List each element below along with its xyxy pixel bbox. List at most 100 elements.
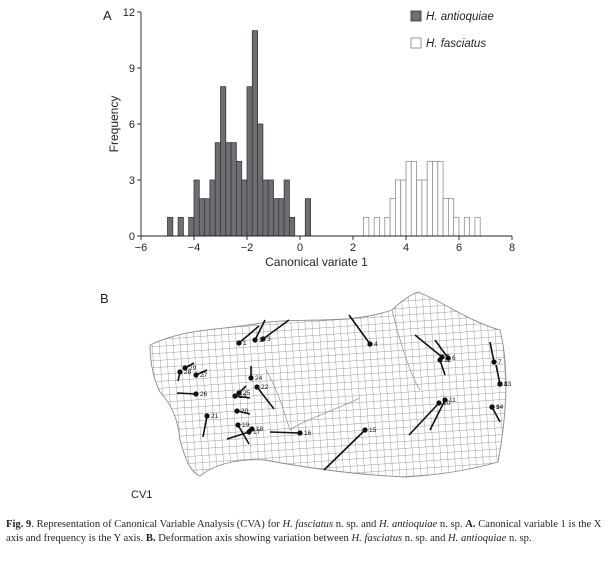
caption-text: n. sp. and bbox=[333, 519, 379, 530]
landmark-label: 24 bbox=[255, 375, 263, 382]
landmark-point bbox=[491, 359, 497, 365]
x-tick-label: 2 bbox=[350, 242, 356, 254]
landmark-label: 23 bbox=[239, 393, 247, 400]
histogram-bar bbox=[283, 179, 290, 237]
histogram-bar bbox=[246, 86, 253, 237]
histogram-chart: −6 −4 −2 0 2 4 6 8 0 3 6 9 12 Canonical variate 1 Freq… bbox=[107, 7, 515, 269]
landmark-vector bbox=[254, 319, 266, 341]
deformation-fold-line bbox=[265, 369, 361, 431]
landmark-label: 10 bbox=[443, 400, 451, 407]
landmark-vector bbox=[439, 359, 446, 376]
landmark-vector bbox=[434, 339, 449, 359]
landmark-label: 22 bbox=[261, 384, 269, 391]
landmark-point bbox=[252, 337, 258, 343]
caption-species: H. fasciatus bbox=[282, 519, 334, 530]
x-tick-label: 4 bbox=[403, 242, 409, 254]
landmark-label: 19 bbox=[242, 422, 250, 429]
y-tick-label: 0 bbox=[129, 231, 135, 243]
histogram-bar bbox=[474, 216, 481, 237]
landmark-vector bbox=[237, 424, 250, 445]
landmark-vector bbox=[489, 341, 495, 363]
caption-panel-a: A. bbox=[465, 519, 476, 530]
landmark-label: 11 bbox=[449, 397, 456, 404]
legend-swatch bbox=[410, 10, 422, 22]
deformation-grid-surface bbox=[149, 291, 507, 478]
landmark-label: 18 bbox=[256, 426, 264, 433]
caption-text: n. sp. bbox=[506, 532, 532, 544]
histogram-bar bbox=[410, 160, 417, 237]
histogram-bar bbox=[230, 142, 237, 237]
x-tick-label: 6 bbox=[456, 242, 462, 254]
y-tick-label: 3 bbox=[129, 175, 135, 187]
histogram-bar bbox=[241, 179, 248, 237]
landmark-label: 12 bbox=[444, 357, 452, 364]
landmark-point bbox=[232, 393, 238, 399]
landmark-point bbox=[362, 427, 368, 433]
x-tick-label: 0 bbox=[297, 242, 303, 254]
landmark-label: 6 bbox=[452, 355, 456, 362]
landmark-vector bbox=[495, 364, 501, 385]
histogram-bar bbox=[405, 160, 412, 237]
histogram-bar bbox=[363, 216, 370, 237]
landmark-label: 4 bbox=[374, 341, 378, 348]
caption-species: H. antioquiae bbox=[379, 519, 438, 530]
histogram-bar bbox=[373, 216, 380, 237]
histogram-bar bbox=[220, 86, 227, 237]
landmark-label: 15 bbox=[369, 427, 377, 434]
caption-text: n. sp. bbox=[437, 519, 466, 530]
caption-text: Canonical variable 1 is the X axis and f… bbox=[6, 519, 602, 544]
landmark-point bbox=[445, 355, 451, 361]
landmark-point bbox=[234, 408, 240, 414]
caption-species: H. fasciatus bbox=[351, 532, 403, 544]
histogram-bar bbox=[225, 142, 232, 237]
histogram-bar bbox=[209, 179, 216, 237]
histogram-bar bbox=[421, 179, 428, 237]
histogram-bar bbox=[394, 179, 402, 237]
landmark-label: 17 bbox=[253, 429, 261, 436]
landmark-point bbox=[236, 390, 242, 396]
landmark-label: 21 bbox=[211, 413, 219, 420]
landmark-point bbox=[193, 372, 199, 378]
landmark-vector bbox=[414, 334, 443, 358]
landmark-vector bbox=[176, 392, 197, 395]
histogram-bar bbox=[463, 216, 470, 237]
landmark-label: 29 bbox=[189, 365, 197, 372]
landmark-point bbox=[248, 375, 254, 381]
caption-text: n. sp. and bbox=[402, 532, 449, 544]
x-tick-label: 8 bbox=[509, 242, 515, 254]
landmark-vector bbox=[491, 406, 501, 423]
x-tick-label: −2 bbox=[241, 242, 254, 254]
landmark-label: 8 bbox=[504, 381, 508, 388]
x-tick-label: −6 bbox=[135, 242, 148, 254]
caption-panel-b: B. bbox=[145, 532, 156, 544]
histogram-bar bbox=[188, 216, 195, 237]
caption-species: H. antioquiae bbox=[448, 532, 507, 544]
panel-b-label: B bbox=[100, 291, 109, 306]
x-axis-label: Canonical variate 1 bbox=[265, 255, 368, 269]
histogram-bar bbox=[400, 179, 407, 237]
landmark-vector bbox=[202, 415, 208, 438]
y-tick-label: 6 bbox=[129, 119, 135, 131]
landmark-label: 14 bbox=[496, 404, 504, 411]
histogram-bar bbox=[204, 198, 211, 237]
y-tick-label: 12 bbox=[123, 7, 135, 19]
legend-label: H. fasciatus bbox=[426, 38, 486, 50]
deformation-grid-figure: 1234567891011121314151617181920212223242… bbox=[149, 291, 512, 478]
landmark-point bbox=[437, 357, 443, 363]
cv1-label: CV1 bbox=[131, 489, 153, 501]
histogram-bar bbox=[193, 179, 200, 237]
landmark-vector bbox=[323, 429, 366, 471]
landmark-point bbox=[249, 426, 255, 432]
histogram-legend: H. antioquiae H. fasciatus bbox=[410, 10, 494, 50]
landmark-label: 13 bbox=[504, 381, 512, 388]
histogram-bar bbox=[442, 198, 449, 237]
landmark-label: 9 bbox=[496, 404, 500, 411]
landmark-label: 20 bbox=[241, 408, 249, 415]
landmark-vector bbox=[348, 314, 371, 345]
histogram-bar bbox=[267, 179, 274, 237]
landmark-point bbox=[497, 381, 503, 387]
caption-fig-label: Fig. 9 bbox=[6, 519, 32, 530]
histogram-bar bbox=[167, 216, 174, 237]
panel-a-label: A bbox=[103, 8, 112, 23]
caption-text: Deformation axis showing variation betwe… bbox=[155, 532, 352, 544]
